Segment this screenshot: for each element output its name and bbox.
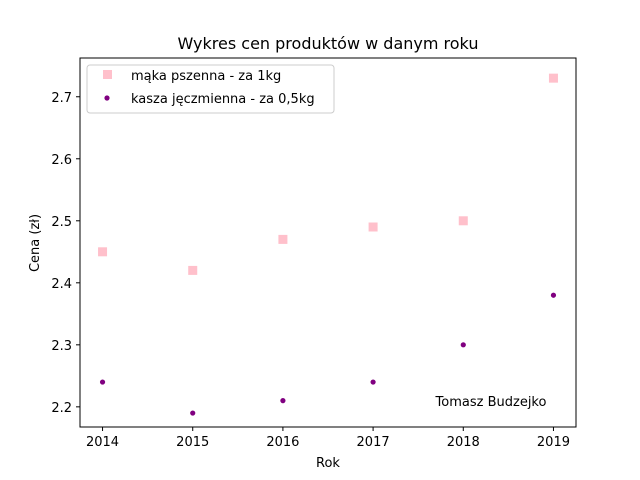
x-tick-label: 2017 xyxy=(357,435,390,450)
x-axis-label: Rok xyxy=(316,456,340,471)
chart-title: Wykres cen produktów w danym roku xyxy=(178,34,479,53)
plot-frame xyxy=(79,57,577,428)
y-tick-label: 2.2 xyxy=(51,401,72,416)
data-point-maka xyxy=(98,247,108,257)
author-annotation: Tomasz Budzejko xyxy=(435,395,547,410)
data-point-maka xyxy=(278,234,288,244)
legend-label-kasza: kasza jęczmienna - za 0,5kg xyxy=(131,92,315,107)
x-tick-label: 2019 xyxy=(537,435,570,450)
x-axis: 2014 2015 2016 2017 2018 2019 xyxy=(86,427,570,450)
data-point-kasza xyxy=(190,410,196,416)
plot-area xyxy=(79,57,577,428)
y-axis-label: Cena (zł) xyxy=(28,214,43,272)
x-tick-label: 2018 xyxy=(447,435,480,450)
legend-marker-maka xyxy=(103,70,112,79)
y-tick-label: 2.4 xyxy=(51,277,72,292)
data-point-kasza xyxy=(550,292,557,298)
y-tick-label: 2.5 xyxy=(51,215,72,230)
y-axis: 2.2 2.3 2.4 2.5 2.6 2.7 xyxy=(51,91,80,416)
data-point-kasza xyxy=(370,379,376,385)
data-point-kasza xyxy=(280,398,286,404)
y-tick-label: 2.6 xyxy=(51,153,72,168)
y-tick-label: 2.3 xyxy=(51,339,72,354)
data-point-kasza xyxy=(460,342,466,348)
legend-box xyxy=(86,64,335,114)
x-tick-label: 2014 xyxy=(86,435,119,450)
data-point-maka xyxy=(368,222,378,232)
y-tick-label: 2.7 xyxy=(51,91,72,106)
data-point-maka xyxy=(548,73,558,83)
x-tick-label: 2015 xyxy=(176,435,209,450)
x-tick-label: 2016 xyxy=(266,435,299,450)
data-point-maka xyxy=(188,265,198,275)
data-point-maka xyxy=(458,216,468,226)
data-point-kasza xyxy=(99,379,106,385)
legend-marker-kasza xyxy=(104,95,110,101)
legend: mąka pszenna - za 1kg kasza jęczmienna -… xyxy=(86,64,335,114)
legend-label-maka: mąka pszenna - za 1kg xyxy=(131,69,281,84)
